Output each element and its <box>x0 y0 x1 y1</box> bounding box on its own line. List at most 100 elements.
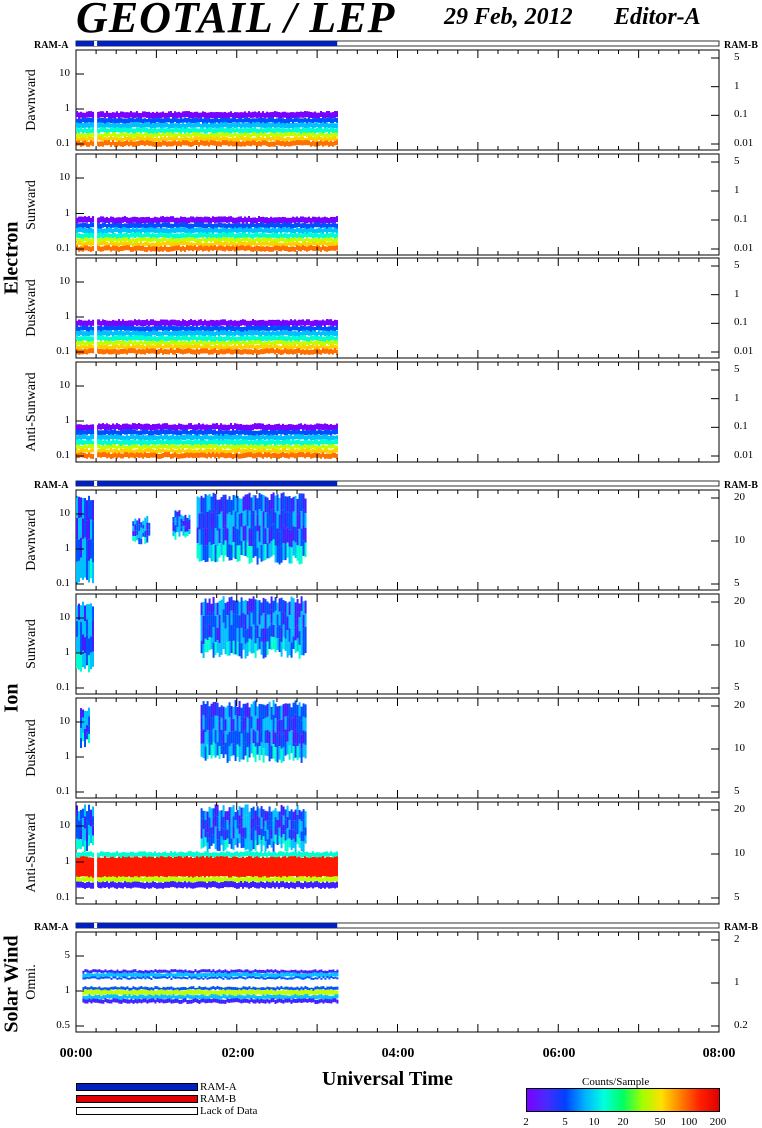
spectrogram-cell <box>334 111 336 118</box>
spectrogram-cell <box>284 217 286 224</box>
spectrogram-cell <box>146 127 148 133</box>
spectrogram-cell <box>80 133 82 138</box>
spectrogram-cell <box>92 222 94 228</box>
spectrogram-cell <box>78 238 80 243</box>
spectrogram-cell <box>302 335 304 341</box>
spectrogram-cell <box>198 136 200 141</box>
spectrogram-cell <box>336 423 338 430</box>
spectrogram-cell <box>80 638 82 656</box>
spectrogram-cell <box>150 128 152 134</box>
spectrogram-cell <box>112 331 114 337</box>
spectrogram-cell <box>276 136 278 141</box>
spectrogram-cell <box>280 237 282 242</box>
spectrogram-cell <box>184 246 186 252</box>
spectrogram-cell <box>194 449 196 454</box>
spectrogram-cell <box>308 127 310 133</box>
spectrogram-cell <box>162 340 164 345</box>
spectrogram-cell <box>114 223 116 229</box>
spectrogram-cell <box>220 705 223 718</box>
spectrogram-cell <box>264 445 266 450</box>
spectrogram-cell <box>260 494 263 512</box>
spectrogram-cell <box>144 530 147 538</box>
spectrogram-cell <box>248 223 250 229</box>
spectrogram-cell <box>226 748 229 763</box>
spectrogram-cell <box>264 237 266 242</box>
spectrogram-cell <box>270 246 272 252</box>
spectrogram-cell <box>256 112 258 119</box>
spectrogram-cell <box>252 701 255 716</box>
spectrogram-cell <box>130 133 132 138</box>
spectrogram-cell <box>188 434 190 440</box>
spectrogram-cell <box>108 341 110 346</box>
spectrogram-cell <box>100 326 102 332</box>
spectrogram-cell <box>220 452 222 458</box>
spectrogram-cell <box>152 340 154 345</box>
spectrogram-cell <box>312 335 314 341</box>
spectrogram-cell <box>228 528 231 545</box>
spectrogram-cell <box>294 237 296 242</box>
spectrogram-cell <box>102 133 104 138</box>
spectrogram-cell <box>244 216 246 223</box>
spectrogram-cell <box>118 237 120 242</box>
spectrogram-cell <box>78 560 80 583</box>
spectrogram-cell <box>190 242 192 247</box>
spectrogram-cell <box>248 452 250 458</box>
spectrogram-cell <box>84 222 86 228</box>
spectrogram-cell <box>110 440 112 446</box>
spectrogram-cell <box>202 123 204 129</box>
spectrogram-cell <box>128 340 130 345</box>
spectrogram-cell <box>186 123 188 129</box>
spectrogram-cell <box>332 133 334 138</box>
spectrogram-cell <box>306 336 308 342</box>
spectrogram-cell <box>182 521 185 526</box>
spectrogram-cell <box>332 330 334 336</box>
spectrogram-cell <box>232 320 234 327</box>
spectrogram-cell <box>226 528 229 543</box>
spectrogram-cell <box>252 596 255 611</box>
spectrogram-cell <box>76 435 78 441</box>
spectrogram-cell <box>80 738 83 748</box>
spectrogram-cell <box>302 524 305 541</box>
spectrogram-cell <box>128 118 130 124</box>
spectrogram-cell <box>320 132 322 137</box>
spectrogram-cell <box>228 325 230 331</box>
spectrogram-cell <box>272 600 275 613</box>
spectrogram-cell <box>316 118 318 124</box>
spectrogram-cell <box>336 117 338 123</box>
spectrogram-cell <box>248 625 251 639</box>
spectrogram-cell <box>122 429 124 435</box>
spectrogram-cell <box>300 223 302 229</box>
spectrogram-cell <box>312 349 314 355</box>
spectrogram-cell <box>224 128 226 134</box>
spectrogram-cell <box>268 217 270 224</box>
spectrogram-cell <box>130 445 132 450</box>
spectrogram-cell <box>102 123 104 129</box>
spectrogram-cell <box>282 133 284 138</box>
spectrogram-cell <box>248 744 251 758</box>
spectrogram-cell <box>92 216 94 223</box>
spectrogram-cell <box>86 232 88 238</box>
spectrogram-cell <box>300 237 302 242</box>
spectrogram-cell <box>142 326 144 332</box>
spectrogram-cell <box>296 625 299 639</box>
spectrogram-cell <box>252 610 255 625</box>
spectrogram-cell <box>238 241 240 246</box>
spectrogram-cell <box>138 223 140 229</box>
spectrogram-cell <box>310 133 312 138</box>
spectrogram-cell <box>128 330 130 336</box>
spectrogram-cell <box>276 217 278 224</box>
spectrogram-cell <box>290 330 292 336</box>
spectrogram-cell <box>174 525 177 533</box>
spectrogram-cell <box>198 122 200 128</box>
spectrogram-cell <box>300 706 303 721</box>
spectrogram-cell <box>252 344 254 349</box>
spectrogram-cell <box>218 118 220 124</box>
spectrogram-cell <box>80 136 82 141</box>
spectrogram-cell <box>158 141 160 147</box>
spectrogram-cell <box>270 732 273 746</box>
spectrogram-cell <box>248 330 250 336</box>
spectrogram-cell <box>274 429 276 435</box>
spectrogram-cell <box>270 112 272 119</box>
spectrogram-cell <box>84 497 86 518</box>
spectrogram-cell <box>290 223 292 229</box>
